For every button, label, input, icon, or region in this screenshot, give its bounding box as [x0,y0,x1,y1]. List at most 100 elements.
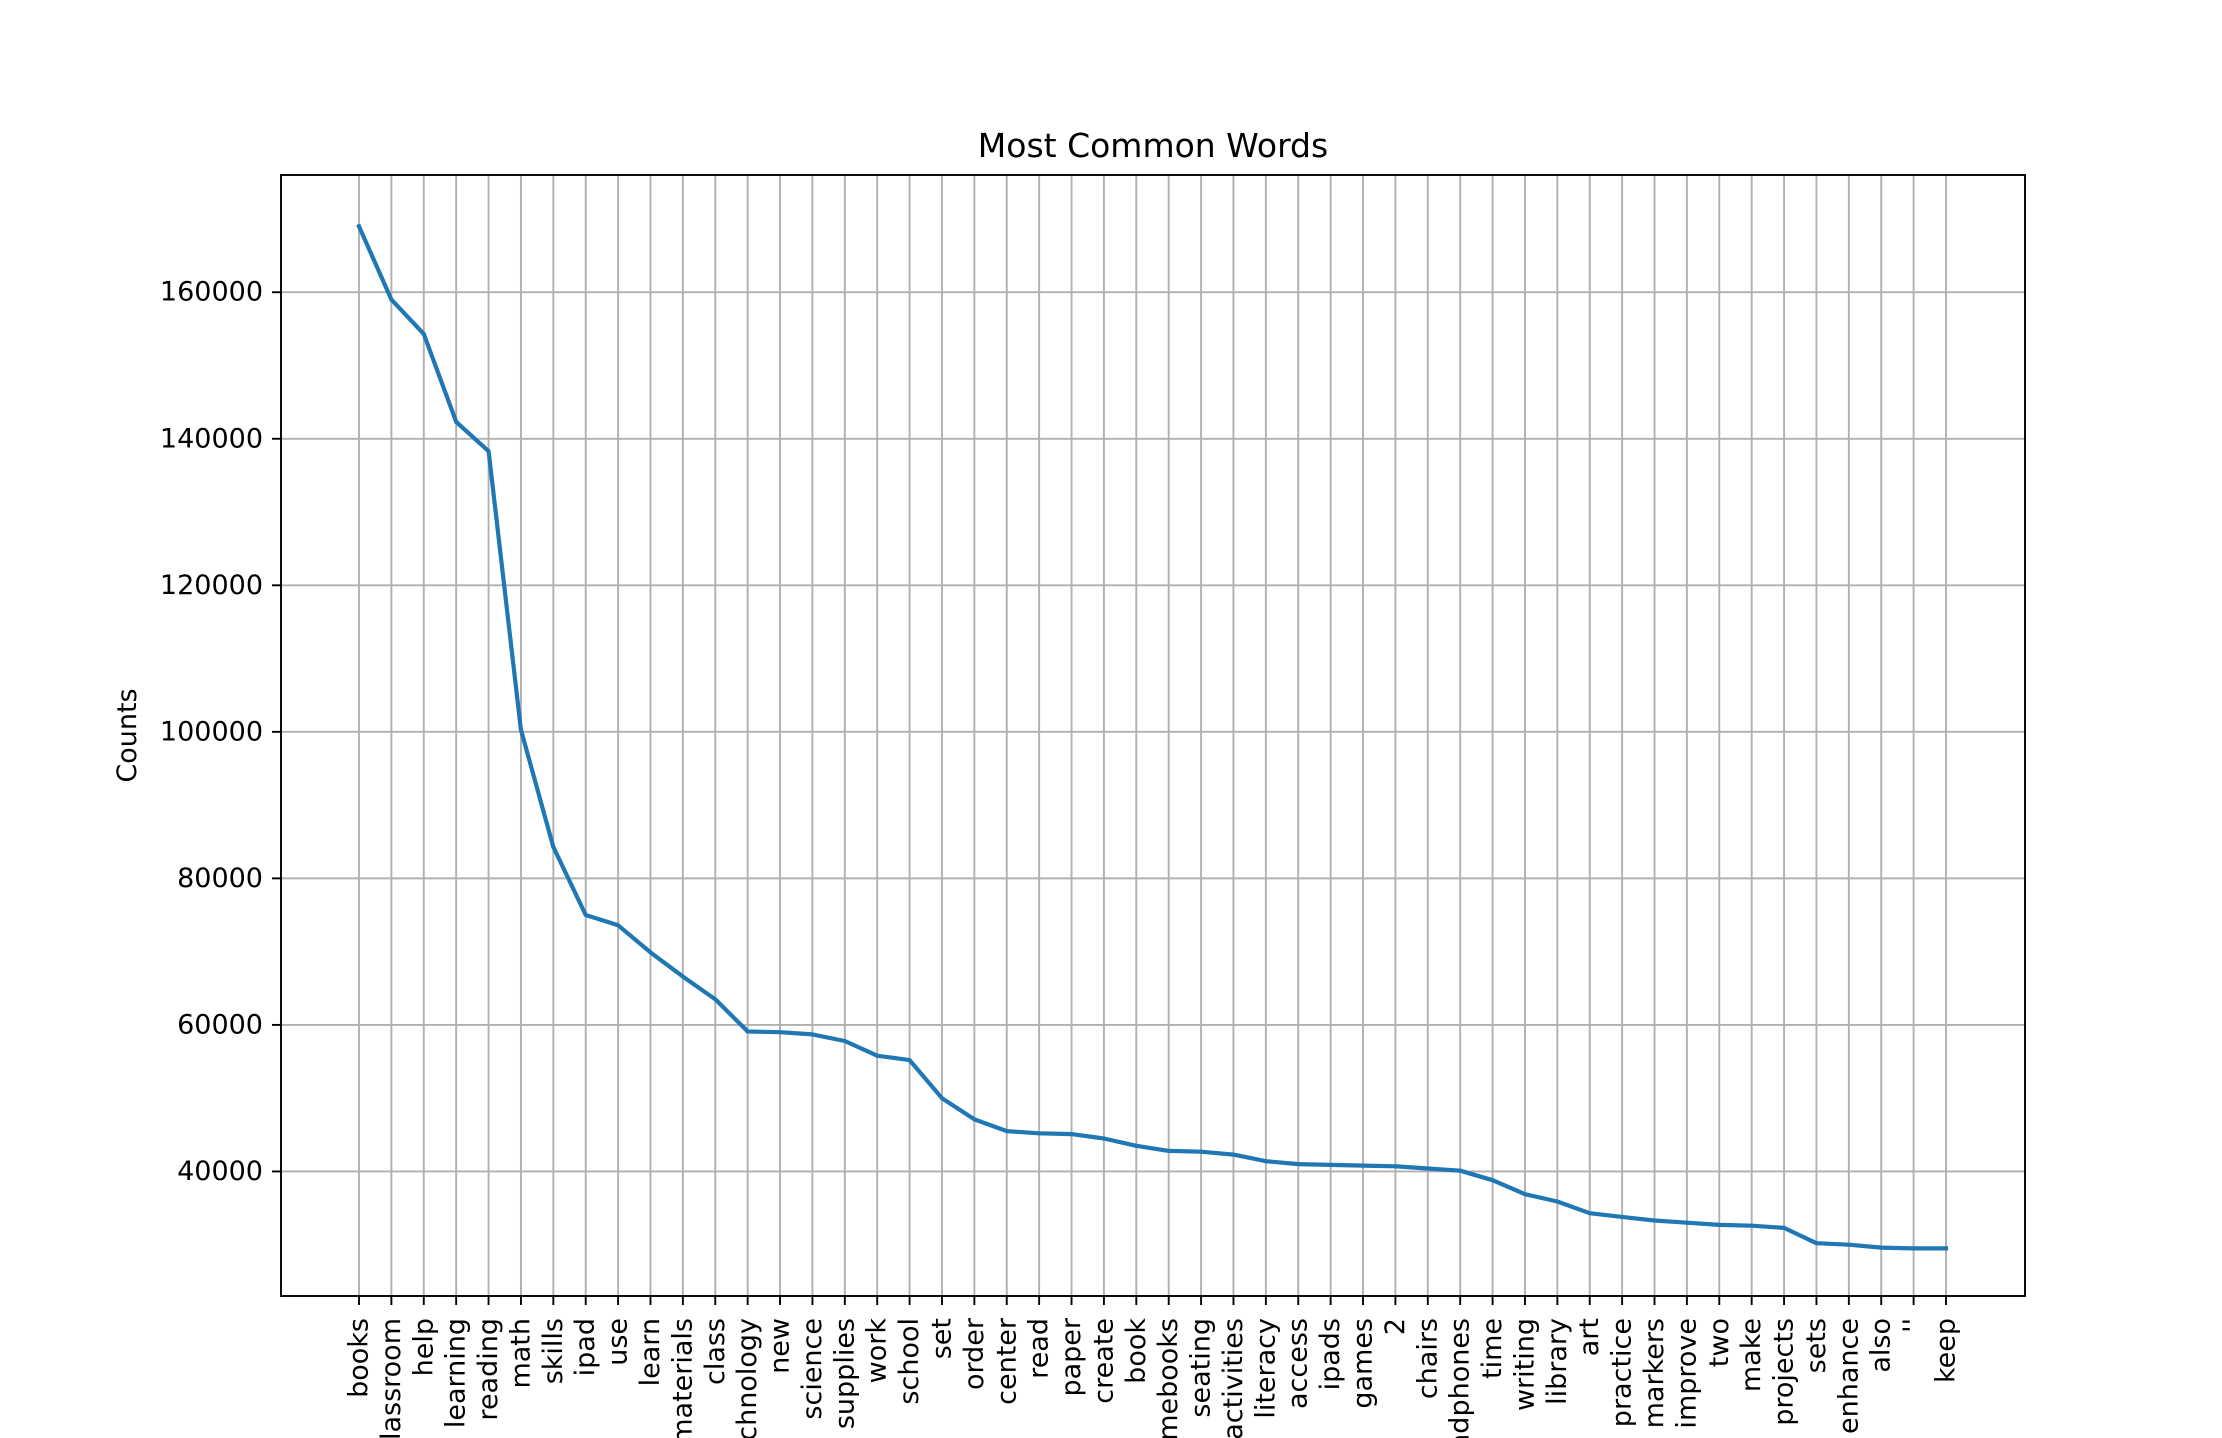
data-point [357,224,361,229]
data-point [1879,1245,1884,1250]
x-tick-label: create [1088,1318,1119,1404]
x-tick-label: '' [1898,1318,1929,1333]
x-tick-label: writing [1509,1318,1540,1411]
x-tick-label: keep [1931,1318,1962,1383]
data-point [1425,1166,1430,1171]
data-point [1069,1132,1074,1137]
data-point [1814,1241,1819,1246]
x-tick-label: activities [1218,1318,1249,1438]
y-tick-label: 120000 [160,570,263,601]
data-point [454,419,459,424]
data-point [680,974,685,979]
x-tick-label: book [1121,1318,1152,1384]
data-point [1490,1178,1495,1183]
data-point [972,1117,977,1122]
data-point [486,449,491,454]
data-point [1037,1131,1042,1136]
y-tick-label: 60000 [177,1009,263,1040]
data-point [648,950,653,955]
data-point [875,1053,880,1058]
x-tick-label: projects [1769,1318,1800,1426]
x-tick-label: time [1477,1318,1508,1379]
data-point [1911,1246,1916,1251]
data-point [1296,1162,1301,1167]
data-point [907,1058,912,1063]
x-tick-label: skills [538,1318,569,1384]
plot-frame [280,174,2026,1297]
data-point [1684,1220,1689,1225]
x-tick-label: school [894,1318,925,1405]
x-tick-label: use [603,1318,634,1366]
x-tick-label: learn [635,1318,666,1386]
data-point [1231,1152,1236,1157]
data-point [1587,1211,1592,1216]
data-point [1328,1162,1333,1167]
data-point [1846,1242,1851,1247]
data-point [745,1029,750,1034]
x-tick-label: games [1348,1318,1379,1409]
data-point [1620,1214,1625,1219]
data-point [842,1039,847,1043]
x-tick-label: ipad [570,1318,601,1376]
data-point [940,1096,944,1101]
data-point [421,332,426,336]
x-tick-label: sets [1801,1318,1832,1373]
x-tick-label: class [700,1318,731,1385]
x-tick-label: supplies [829,1318,860,1429]
x-tick-label: art [1574,1318,1605,1356]
data-point [1555,1199,1560,1204]
x-tick-label: order [959,1317,990,1390]
x-tick-label: classroom [376,1318,407,1438]
x-tick-label: technology [732,1318,763,1438]
x-tick-label: access [1283,1318,1314,1409]
x-tick-label: science [797,1318,828,1420]
data-point [1458,1168,1463,1173]
x-tick-label: 2 [1380,1318,1411,1335]
series-line [356,223,1949,1251]
data-point [1263,1159,1268,1164]
x-tick-label: help [408,1318,439,1376]
data-point [1749,1223,1754,1228]
x-tick-label: also [1866,1318,1897,1373]
data-point [583,913,588,917]
data-point [551,844,556,849]
x-tick-label: work [862,1318,893,1384]
x-tick-label: markers [1639,1318,1670,1428]
x-tick-label: books [344,1318,375,1398]
y-axis-label: Counts [112,688,143,782]
x-tick-label: materials [667,1318,698,1438]
y-tick-label: 40000 [177,1156,263,1187]
x-tick-label: ipads [1315,1318,1346,1390]
data-point [778,1030,782,1035]
x-tick-label: literacy [1250,1318,1281,1419]
y-tick-label: 140000 [160,423,263,454]
y-tick-label: 100000 [160,716,263,747]
data-point [1361,1163,1365,1168]
data-point [616,923,621,928]
data-point [810,1032,815,1037]
data-point [1166,1148,1171,1153]
data-point [1652,1218,1657,1223]
x-tick-label: learning [441,1318,472,1428]
x-tick-label: chromebooks [1153,1318,1184,1438]
data-point [1782,1225,1787,1230]
data-point [1101,1136,1106,1141]
data-point [1199,1149,1204,1154]
x-tick-label: paper [1056,1317,1087,1396]
data-point [1134,1143,1139,1148]
data-point [713,997,718,1002]
x-tick-label: two [1704,1318,1735,1367]
data-point [1004,1129,1009,1134]
data-point [389,297,394,302]
x-tick-label: set [926,1318,957,1359]
data-point [1717,1222,1722,1227]
x-tick-label: new [765,1318,796,1374]
data-point [518,727,523,732]
x-tick-label: library [1542,1318,1573,1405]
x-tick-label: enhance [1833,1318,1864,1434]
x-tick-label: seating [1186,1318,1217,1418]
y-tick-label: 160000 [160,277,263,308]
x-tick-label: improve [1671,1318,1702,1429]
x-tick-label: headphones [1445,1318,1476,1438]
